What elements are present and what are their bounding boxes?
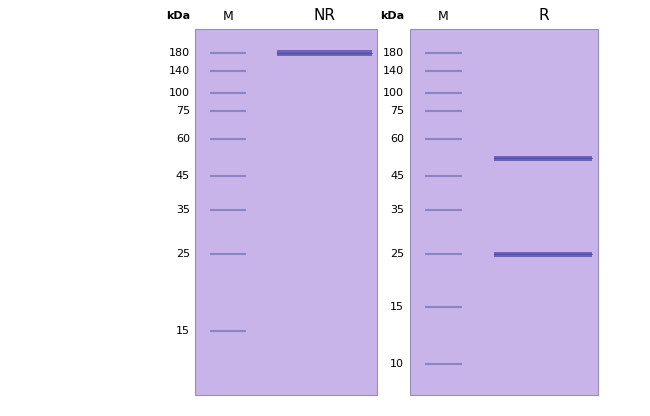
Bar xyxy=(494,252,592,257)
Text: 25: 25 xyxy=(390,249,404,259)
Text: 35: 35 xyxy=(390,206,404,215)
Text: 100: 100 xyxy=(384,88,404,98)
Text: 100: 100 xyxy=(169,88,190,98)
Bar xyxy=(410,29,598,395)
Text: 140: 140 xyxy=(168,66,190,76)
Text: 75: 75 xyxy=(176,106,190,116)
Text: M: M xyxy=(438,10,448,23)
Text: 180: 180 xyxy=(168,48,190,58)
Bar xyxy=(494,156,592,161)
Bar xyxy=(277,50,372,56)
Text: 60: 60 xyxy=(390,134,404,144)
Text: NR: NR xyxy=(313,8,335,23)
Text: R: R xyxy=(538,8,549,23)
Text: 140: 140 xyxy=(384,66,404,76)
Text: 45: 45 xyxy=(390,171,404,181)
Text: 15: 15 xyxy=(390,302,404,312)
Text: 35: 35 xyxy=(176,206,190,215)
Bar xyxy=(195,29,377,395)
Text: kDa: kDa xyxy=(166,11,190,21)
Text: 25: 25 xyxy=(176,249,190,259)
Text: 45: 45 xyxy=(176,171,190,181)
Text: 180: 180 xyxy=(384,48,404,58)
Text: 15: 15 xyxy=(176,326,190,336)
Text: M: M xyxy=(222,10,233,23)
Text: 10: 10 xyxy=(390,359,404,369)
Text: 75: 75 xyxy=(390,106,404,116)
Text: kDa: kDa xyxy=(380,11,404,21)
Text: 60: 60 xyxy=(176,134,190,144)
